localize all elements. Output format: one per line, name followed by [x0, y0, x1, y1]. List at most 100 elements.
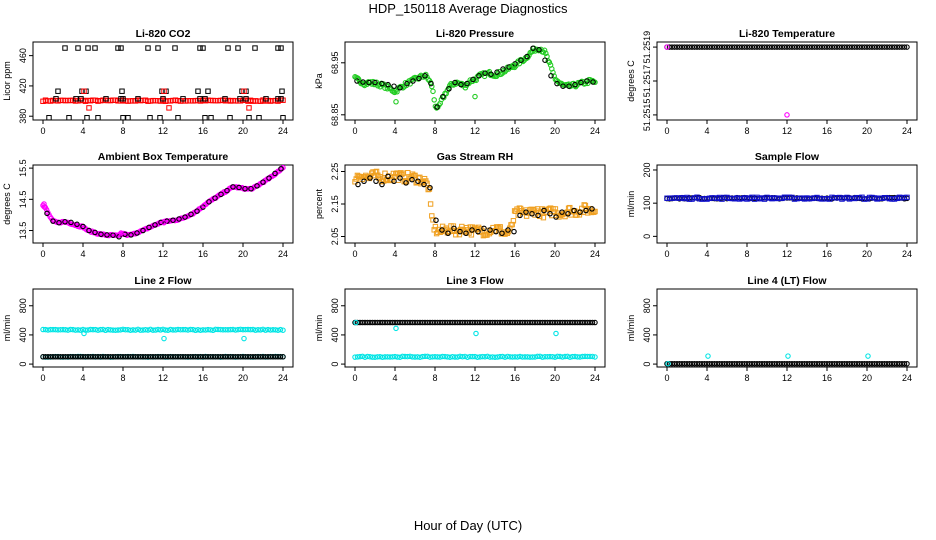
- x-tick-label: 24: [278, 373, 288, 383]
- point-l3_cyan_low: [422, 353, 428, 360]
- point-l2_cyan_out: [241, 335, 247, 342]
- point-l2_black_low: [135, 354, 141, 360]
- point-pressure_green: [430, 88, 436, 95]
- point-l2_cyan_high: [112, 327, 119, 333]
- point-l2_black_low: [202, 354, 209, 360]
- point-l4_black: [714, 360, 720, 367]
- point-l2_cyan_high: [182, 326, 189, 333]
- point-l4_black: [849, 360, 855, 367]
- point-l3_black_high: [437, 319, 443, 326]
- x-tick-label: 16: [822, 373, 832, 383]
- point-rh_black: [523, 209, 529, 215]
- point-l2_black_low: [97, 354, 104, 360]
- point-l2_cyan_high: [105, 326, 111, 333]
- point-l4_black: [756, 360, 763, 367]
- point-l2_black_low: [160, 354, 166, 360]
- point-rh_black: [553, 214, 559, 220]
- point-l3_cyan_out: [393, 325, 399, 332]
- point-l3_black_high: [377, 319, 383, 326]
- x-tick-label: 4: [704, 126, 709, 136]
- point-l4_cyan_out: [665, 360, 671, 367]
- point-l2_cyan_high: [262, 327, 269, 333]
- point-ambient_black: [248, 185, 254, 192]
- point-l3_black_high: [469, 319, 476, 326]
- point-l2_cyan_high: [125, 326, 131, 333]
- data-layer: [40, 45, 286, 120]
- point-l2_cyan_high: [70, 326, 76, 333]
- point-pressure_black: [554, 80, 560, 87]
- point-l2_black_low: [125, 354, 131, 360]
- point-l3_cyan_low: [552, 354, 558, 360]
- point-l4_black: [751, 360, 758, 367]
- point-l4_black: [774, 360, 780, 367]
- point-l2_cyan_high: [140, 327, 146, 333]
- point-l3_black_high: [394, 319, 401, 326]
- point-ambient_black: [62, 219, 68, 225]
- point-ambient_black: [170, 217, 176, 223]
- point-l3_black_high: [559, 319, 566, 326]
- point-l3_black_high: [539, 319, 546, 326]
- point-temp_black: [704, 44, 710, 50]
- point-pressure_black: [524, 53, 530, 60]
- point-rh_black: [463, 230, 469, 237]
- point-l2_cyan_high: [57, 326, 64, 333]
- point-l3_cyan_low: [364, 353, 371, 360]
- point-l4_black: [794, 360, 800, 367]
- point-l2_black_low: [187, 354, 194, 360]
- x-tick-label: 16: [198, 249, 208, 259]
- point-l2_black_low: [227, 354, 234, 360]
- data-layer: [352, 168, 598, 239]
- point-co2_low: [147, 115, 153, 120]
- point-co2_upper: [263, 96, 269, 102]
- point-temp_black: [891, 44, 898, 50]
- point-l2_black_low: [165, 354, 171, 360]
- point-l3_cyan_low: [487, 354, 493, 360]
- point-l3_cyan_low: [582, 353, 588, 360]
- point-l2_cyan_high: [127, 327, 134, 333]
- point-l3_cyan_low: [489, 354, 496, 360]
- point-l2_cyan_high: [97, 326, 104, 333]
- point-l3_cyan_low: [394, 354, 401, 360]
- x-tick-label: 24: [590, 126, 600, 136]
- point-l3_cyan_low: [564, 353, 571, 360]
- point-l2_cyan_high: [90, 326, 96, 333]
- point-ambient_black: [266, 175, 272, 181]
- data-layer: [664, 44, 910, 118]
- point-l3_black_high: [512, 319, 518, 326]
- point-l3_black_high: [567, 319, 573, 326]
- y-tick-label: 800: [330, 298, 340, 313]
- point-temp_black: [729, 44, 735, 50]
- point-l2_cyan_high: [210, 327, 216, 333]
- point-l4_black: [676, 360, 683, 367]
- point-l3_black_high: [534, 319, 541, 326]
- point-ambient_black: [224, 187, 230, 194]
- point-l3_black_high: [414, 319, 421, 326]
- point-l2_cyan_high: [190, 326, 196, 333]
- point-ambient_black: [140, 227, 146, 234]
- point-l2_cyan_high: [122, 326, 129, 333]
- y-axis-title: ml/min: [626, 315, 636, 342]
- point-rh_black: [385, 173, 391, 180]
- point-l3_black_high: [537, 319, 543, 326]
- point-rh_black: [367, 175, 373, 181]
- y-axis-title: degrees C: [2, 183, 12, 225]
- point-temp_black: [741, 44, 748, 50]
- point-temp_black: [811, 44, 818, 50]
- point-l3_black_high: [462, 319, 468, 326]
- point-l2_black_low: [240, 354, 246, 360]
- point-l3_black_high: [572, 319, 578, 326]
- x-tick-label: 20: [862, 249, 872, 259]
- point-l3_cyan_low: [517, 353, 523, 360]
- point-l4_black: [771, 360, 778, 367]
- y-tick-label: 2.15: [330, 195, 340, 213]
- x-tick-label: 20: [238, 249, 248, 259]
- point-l4_black: [861, 360, 868, 367]
- point-temp_black: [884, 44, 890, 50]
- point-co2_high: [235, 45, 241, 51]
- point-co2_low: [202, 115, 208, 120]
- x-tick-label: 8: [120, 249, 125, 259]
- point-temp_black: [901, 44, 908, 50]
- point-l2_cyan_high: [252, 327, 259, 333]
- plot-frame: [656, 164, 918, 244]
- point-temp_black: [836, 44, 843, 50]
